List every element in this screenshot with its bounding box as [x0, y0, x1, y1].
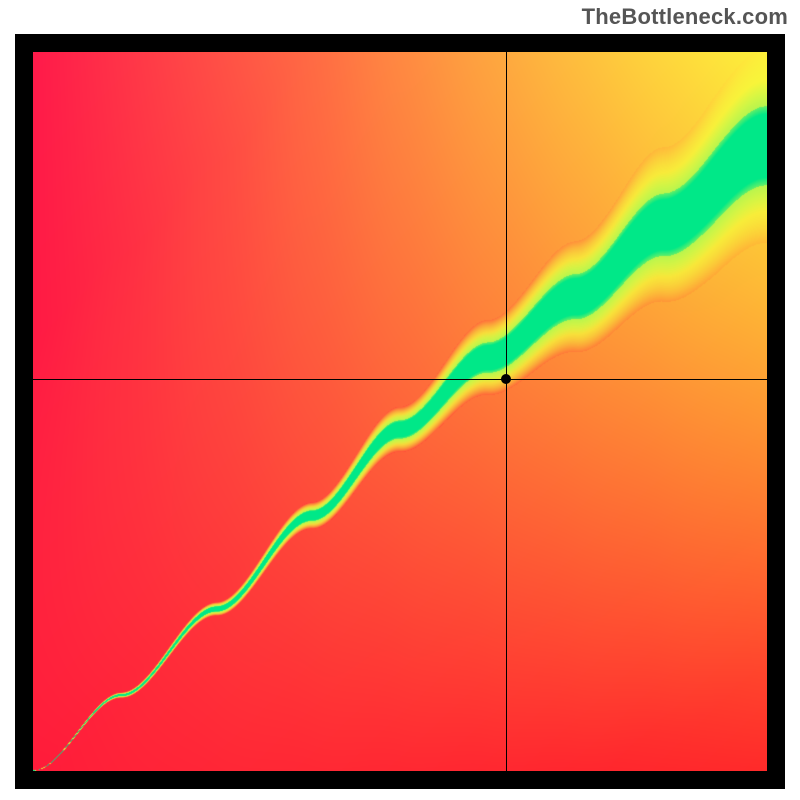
- frame-left: [15, 34, 33, 789]
- crosshair-horizontal: [33, 379, 767, 380]
- frame-top: [15, 34, 785, 52]
- crosshair-vertical: [506, 52, 507, 771]
- watermark-text: TheBottleneck.com: [582, 4, 788, 30]
- bottleneck-heatmap: [33, 52, 767, 771]
- selection-marker[interactable]: [501, 374, 511, 384]
- frame-bottom: [15, 771, 785, 789]
- chart-root: { "canvas": { "width": 800, "height": 80…: [0, 0, 800, 800]
- frame-right: [767, 34, 785, 789]
